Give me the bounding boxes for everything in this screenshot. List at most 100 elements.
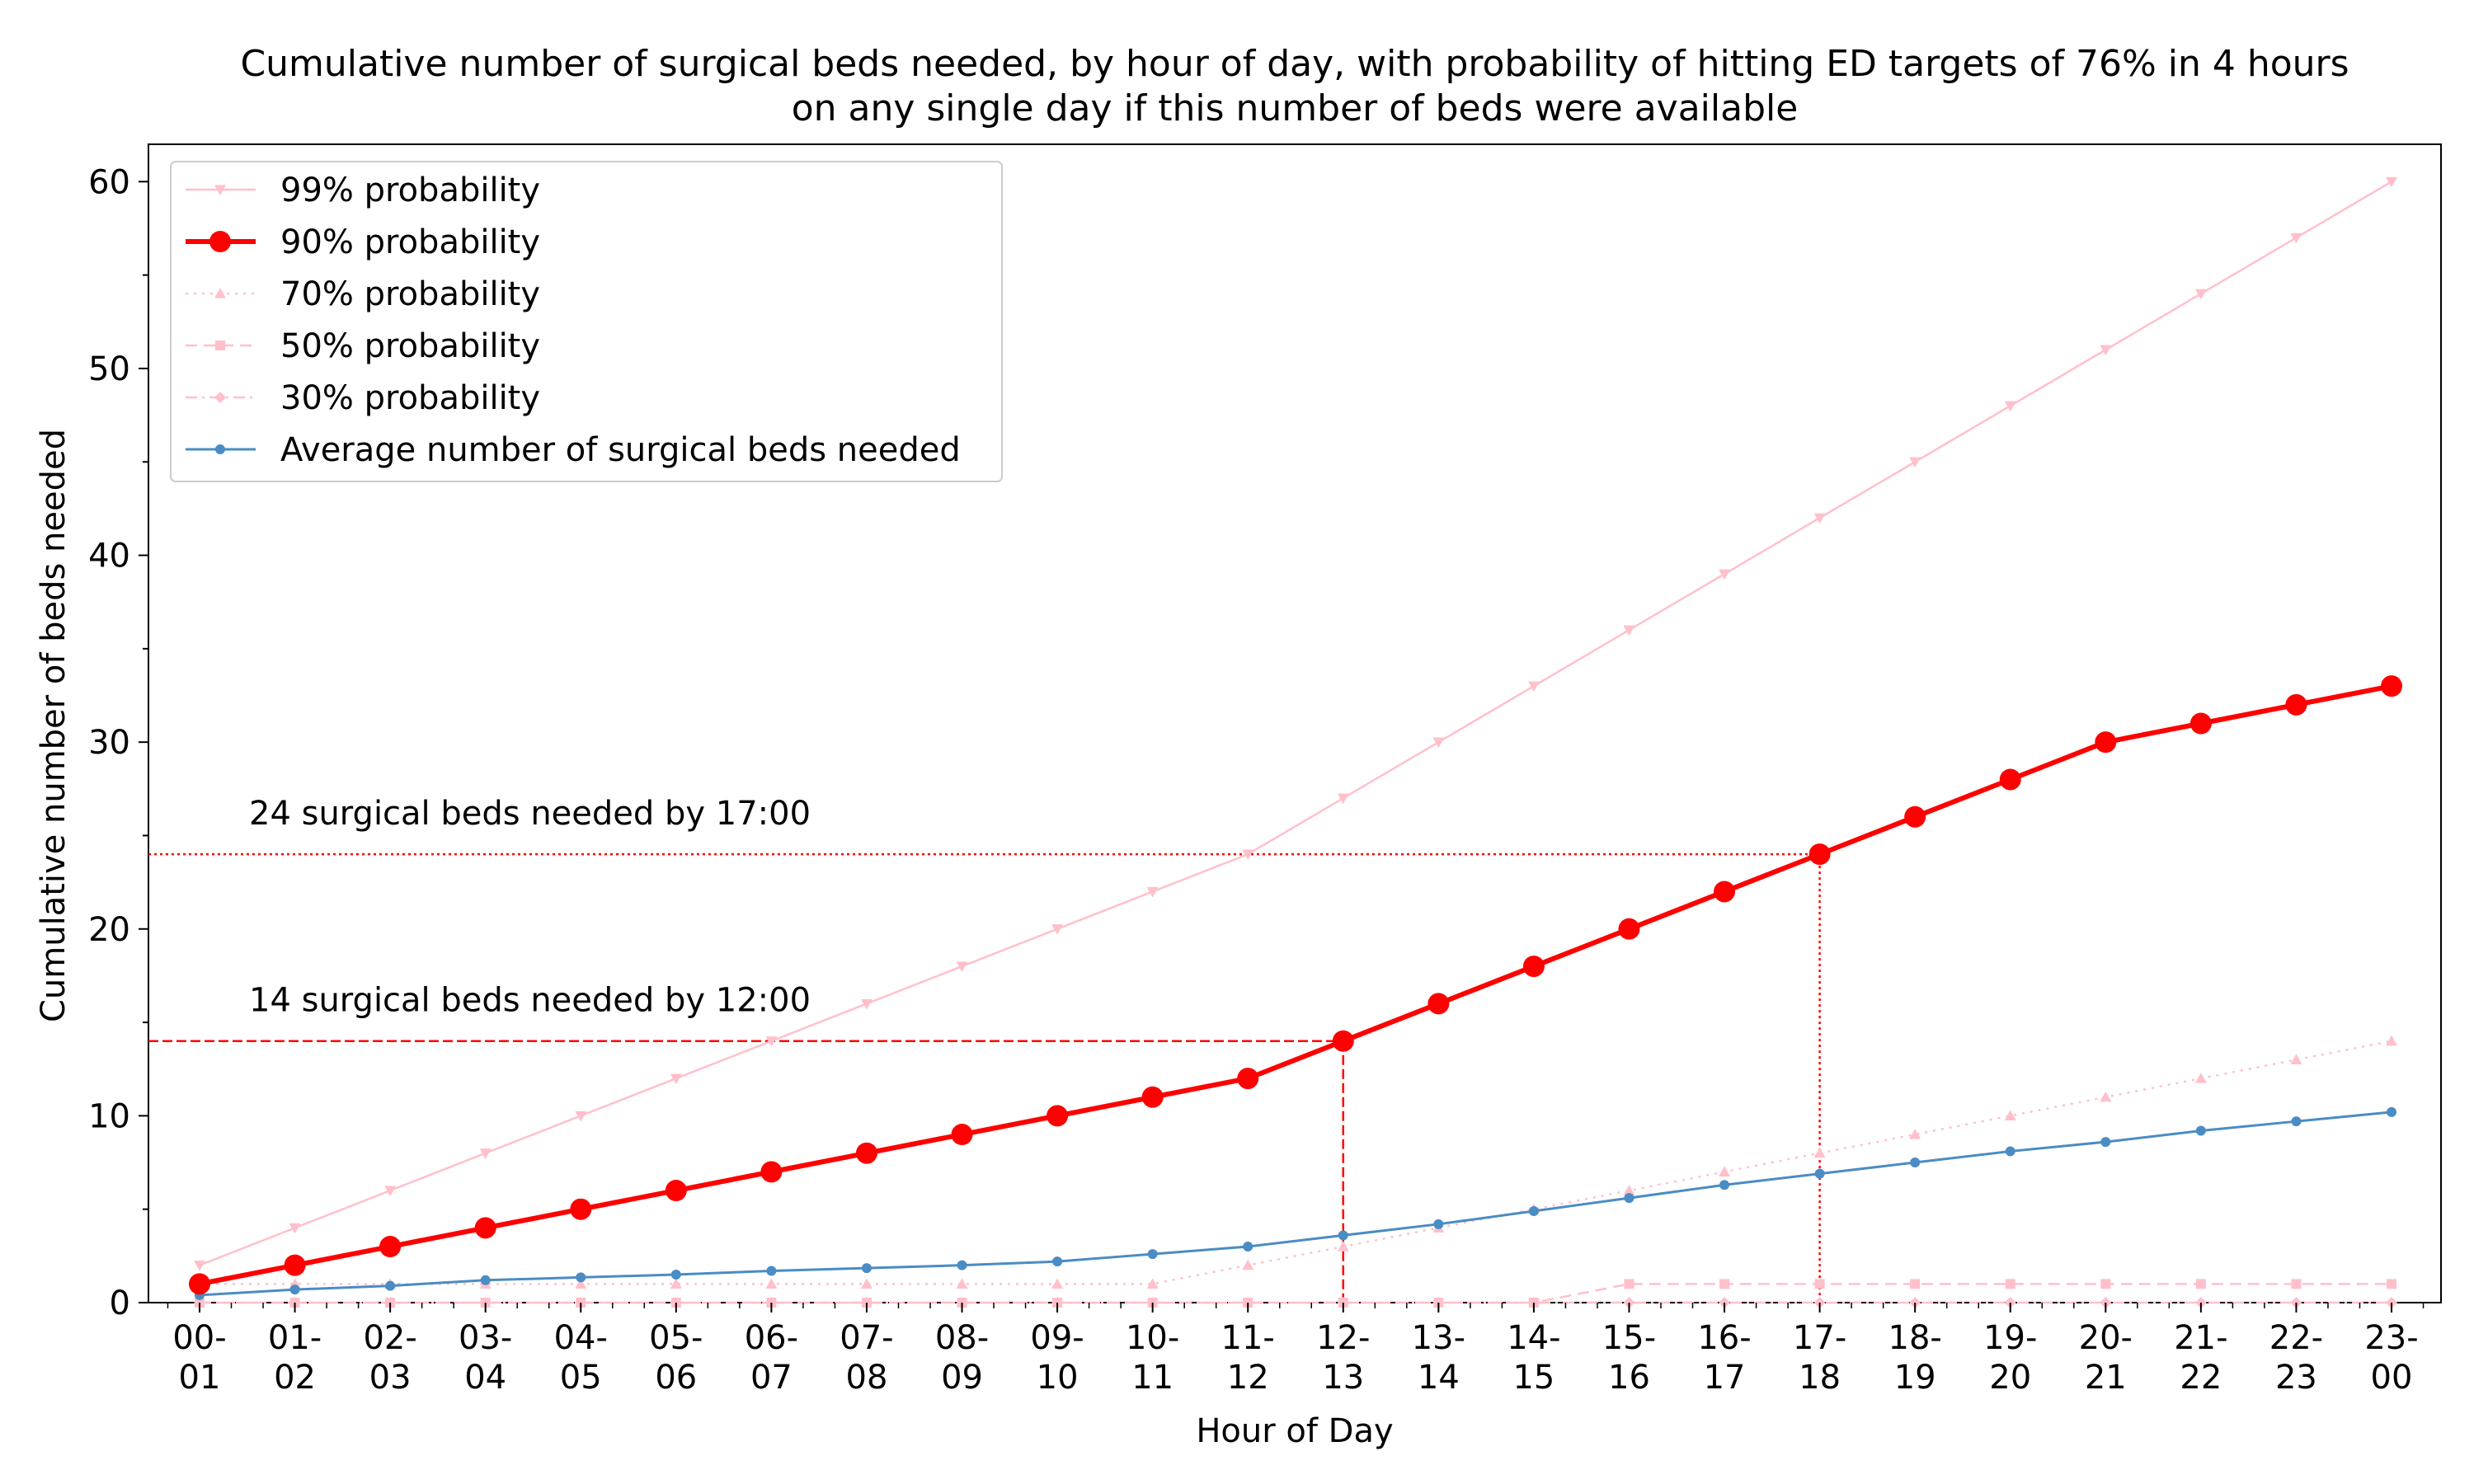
series-line	[199, 1111, 2392, 1297]
data-point	[1337, 793, 1349, 805]
data-point	[2381, 675, 2402, 697]
x-tick-label: 14-	[1507, 1319, 1560, 1357]
annotation-label: 14 surgical beds needed by 12:00	[249, 982, 811, 1020]
data-point	[956, 1278, 968, 1289]
data-point	[1522, 956, 1545, 978]
data-point	[2194, 289, 2207, 300]
legend-swatch-marker	[215, 340, 225, 350]
data-point	[2004, 1110, 2016, 1120]
series-layer	[189, 176, 2402, 1308]
data-point	[2004, 401, 2016, 412]
data-point	[1427, 993, 1450, 1015]
legend-swatch-marker	[214, 392, 226, 403]
x-tick-label: 09	[941, 1359, 983, 1397]
data-point	[2100, 345, 2112, 356]
data-point	[665, 1180, 687, 1202]
data-point	[1242, 849, 1254, 861]
data-point	[760, 1161, 783, 1183]
data-point	[289, 1284, 300, 1295]
data-point	[956, 961, 968, 973]
x-tick-label: 04-	[554, 1319, 608, 1357]
data-point	[1999, 768, 2021, 791]
legend-label: 90% probability	[280, 223, 540, 261]
data-point	[1051, 1278, 1064, 1289]
data-point	[1141, 1086, 1164, 1108]
data-point	[2194, 1073, 2207, 1083]
series-line	[200, 1040, 2392, 1285]
data-point	[957, 1260, 967, 1270]
data-point	[670, 1270, 681, 1280]
data-point	[1052, 1256, 1063, 1267]
data-point	[2100, 1279, 2111, 1289]
data-point	[1146, 1278, 1159, 1289]
x-tick-label: 01-	[268, 1319, 322, 1357]
y-tick-label: 50	[88, 350, 130, 388]
data-point	[2386, 176, 2397, 188]
data-point	[385, 1280, 396, 1291]
x-tick-label: 02-	[363, 1319, 416, 1357]
x-tick-label: 08-	[935, 1319, 989, 1357]
x-tick-label: 00-	[172, 1319, 226, 1357]
legend-swatch-marker	[209, 231, 231, 252]
data-point	[1527, 681, 1540, 693]
y-axis-title: Cumulative number of beds needed	[35, 429, 73, 1022]
data-point	[1623, 625, 1635, 636]
legend-entry: 30% probability	[186, 379, 540, 417]
series-line	[199, 683, 2392, 1287]
x-tick-label: 01	[179, 1359, 221, 1397]
series-5	[195, 1106, 2396, 1300]
data-point	[860, 1278, 872, 1289]
data-point	[1719, 1180, 1730, 1190]
x-tick-label: 03-	[459, 1319, 512, 1357]
data-point	[766, 1266, 777, 1276]
x-tick-label: 10-	[1126, 1319, 1179, 1357]
data-point	[2290, 232, 2302, 244]
x-tick-label: 07-	[840, 1319, 893, 1357]
x-tick-label: 00	[2371, 1359, 2413, 1397]
legend-label: Average number of surgical beds needed	[280, 431, 961, 469]
x-tick-label: 19	[1894, 1359, 1936, 1397]
data-point	[2005, 1146, 2015, 1157]
data-point	[1432, 737, 1445, 749]
x-tick-label: 13	[1322, 1359, 1364, 1397]
data-point	[765, 1278, 778, 1289]
x-tick-label: 10	[1037, 1359, 1079, 1397]
data-point	[2189, 712, 2212, 735]
data-point	[1147, 1249, 1158, 1260]
data-point	[670, 1073, 682, 1085]
series-1	[189, 675, 2402, 1295]
data-point	[1714, 881, 1736, 903]
data-point	[570, 1198, 592, 1220]
data-point	[575, 1111, 587, 1122]
legend-entry: Average number of surgical beds needed	[186, 431, 961, 469]
x-tick-label: 05-	[649, 1319, 703, 1357]
x-tick-label: 03	[369, 1359, 412, 1397]
data-point	[2195, 1125, 2206, 1136]
data-point	[2100, 1137, 2111, 1148]
data-point	[1909, 457, 1921, 468]
legend-swatch-marker	[214, 185, 226, 195]
x-tick-label: 21	[2085, 1359, 2127, 1397]
legend: 99% probability 90% probability 70% probab…	[170, 161, 1003, 482]
data-point	[2386, 1035, 2397, 1046]
x-tick-label: 18-	[1888, 1319, 1942, 1357]
x-tick-label: 22	[2180, 1359, 2222, 1397]
data-point	[1243, 1242, 1253, 1252]
x-tick-label: 17	[1704, 1359, 1746, 1397]
data-point	[2387, 1106, 2396, 1117]
legend-label: 70% probability	[280, 275, 540, 313]
x-tick-label: 13-	[1412, 1319, 1465, 1357]
y-tick-label: 60	[88, 163, 130, 201]
x-tick-label: 14	[1418, 1359, 1460, 1397]
data-point	[1624, 1279, 1634, 1289]
data-point	[2195, 1279, 2206, 1289]
x-tick-label: 15-	[1602, 1319, 1656, 1357]
data-point	[1047, 1105, 1069, 1127]
data-point	[860, 998, 872, 1010]
series-0	[194, 176, 2397, 1271]
reference-annotations: 24 surgical beds needed by 17:00 14 surgi…	[148, 795, 1821, 1303]
data-point	[2290, 1054, 2302, 1065]
data-point	[1910, 1279, 1921, 1289]
legend-entry: 99% probability	[186, 171, 540, 209]
x-tick-label: 21-	[2174, 1319, 2227, 1357]
